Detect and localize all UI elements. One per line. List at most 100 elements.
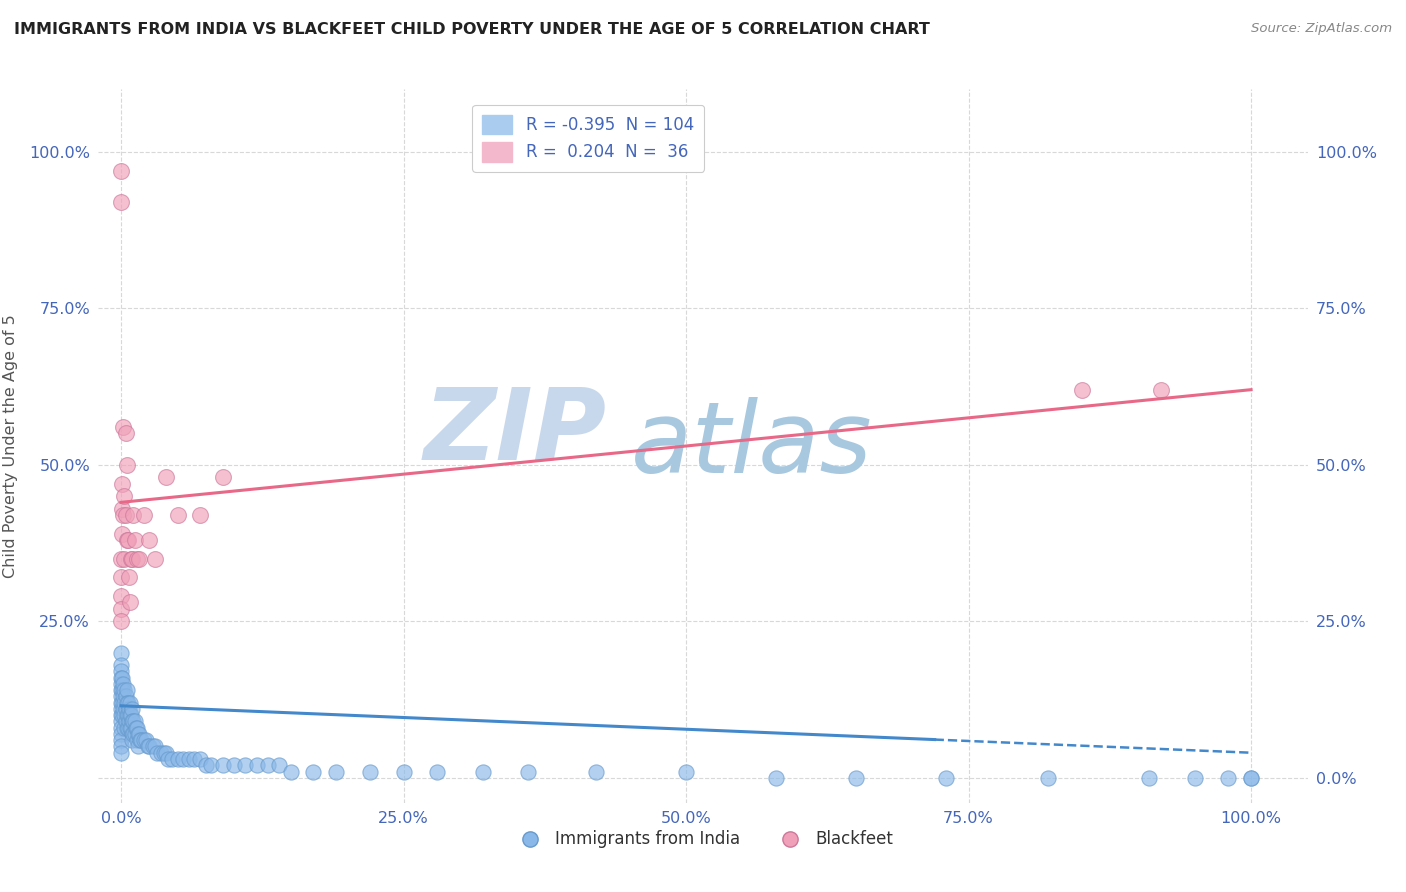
Point	[269, 758, 291, 772]
Point	[111, 683, 134, 698]
Point	[120, 721, 142, 735]
Point	[516, 764, 538, 779]
Point	[127, 727, 149, 741]
Point	[120, 721, 142, 735]
Point	[280, 764, 302, 779]
Point	[115, 458, 138, 472]
Point	[157, 752, 180, 766]
Point	[112, 690, 135, 704]
Point	[111, 671, 134, 685]
Point	[110, 589, 132, 603]
Point	[110, 614, 132, 628]
Point	[132, 733, 155, 747]
Point	[765, 771, 787, 785]
Point	[302, 764, 325, 779]
Text: atlas: atlas	[630, 398, 872, 494]
Point	[118, 570, 141, 584]
Point	[149, 746, 172, 760]
Point	[257, 758, 280, 772]
Y-axis label: Child Poverty Under the Age of 5: Child Poverty Under the Age of 5	[3, 314, 18, 578]
Point	[118, 714, 141, 729]
Point	[112, 551, 135, 566]
Point	[110, 601, 132, 615]
Point	[115, 708, 138, 723]
Point	[110, 677, 132, 691]
Point	[155, 470, 177, 484]
Point	[112, 420, 135, 434]
Point	[110, 702, 132, 716]
Point	[585, 764, 607, 779]
Point	[121, 551, 143, 566]
Point	[122, 727, 145, 741]
Point	[117, 721, 139, 735]
Text: ZIP: ZIP	[423, 384, 606, 480]
Point	[112, 508, 135, 522]
Point	[125, 721, 148, 735]
Point	[110, 570, 132, 584]
Point	[111, 476, 134, 491]
Point	[1240, 771, 1263, 785]
Point	[471, 764, 494, 779]
Point	[110, 665, 132, 679]
Point	[125, 733, 148, 747]
Point	[124, 714, 146, 729]
Point	[211, 758, 233, 772]
Point	[1184, 771, 1206, 785]
Point	[143, 739, 166, 754]
Point	[110, 163, 132, 178]
Point	[233, 758, 256, 772]
Point	[117, 696, 139, 710]
Point	[110, 690, 132, 704]
Point	[110, 646, 132, 660]
Point	[325, 764, 347, 779]
Point	[110, 671, 132, 685]
Point	[128, 551, 150, 566]
Point	[120, 708, 142, 723]
Point	[117, 533, 139, 547]
Point	[125, 721, 148, 735]
Point	[121, 714, 143, 729]
Point	[110, 683, 132, 698]
Point	[160, 752, 183, 766]
Point	[120, 708, 142, 723]
Point	[110, 733, 132, 747]
Point	[110, 727, 132, 741]
Point	[110, 551, 132, 566]
Point	[120, 595, 142, 609]
Point	[246, 758, 269, 772]
Point	[392, 764, 415, 779]
Point	[114, 714, 136, 729]
Point	[114, 426, 136, 441]
Point	[121, 727, 143, 741]
Point	[112, 489, 135, 503]
Text: Source: ZipAtlas.com: Source: ZipAtlas.com	[1251, 22, 1392, 36]
Point	[111, 501, 134, 516]
Point	[1150, 383, 1173, 397]
Point	[110, 746, 132, 760]
Point	[115, 721, 138, 735]
Point	[111, 708, 134, 723]
Point	[127, 739, 149, 754]
Point	[110, 708, 132, 723]
Point	[128, 727, 150, 741]
Point	[120, 551, 142, 566]
Point	[121, 733, 143, 747]
Point	[122, 508, 145, 522]
Point	[1218, 771, 1240, 785]
Point	[153, 746, 176, 760]
Point	[426, 764, 449, 779]
Point	[188, 508, 211, 522]
Point	[166, 508, 188, 522]
Point	[359, 764, 381, 779]
Point	[111, 696, 134, 710]
Point	[138, 739, 160, 754]
Point	[172, 752, 194, 766]
Point	[114, 702, 136, 716]
Point	[146, 746, 169, 760]
Point	[112, 708, 135, 723]
Point	[132, 508, 155, 522]
Point	[1240, 771, 1263, 785]
Point	[122, 714, 145, 729]
Point	[110, 696, 132, 710]
Point	[1036, 771, 1059, 785]
